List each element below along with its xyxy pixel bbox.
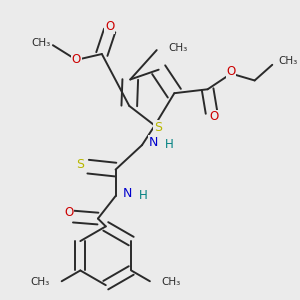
Text: O: O — [64, 206, 73, 219]
Text: CH₃: CH₃ — [278, 56, 297, 66]
Text: O: O — [105, 20, 114, 33]
Text: O: O — [72, 53, 81, 66]
Text: N: N — [149, 136, 158, 149]
Text: H: H — [139, 189, 147, 202]
Text: CH₃: CH₃ — [31, 277, 50, 287]
Text: CH₃: CH₃ — [169, 43, 188, 53]
Text: O: O — [226, 65, 236, 78]
Text: CH₃: CH₃ — [32, 38, 51, 48]
Text: CH₃: CH₃ — [162, 277, 181, 287]
Text: H: H — [165, 138, 174, 151]
Text: S: S — [76, 158, 84, 171]
Text: N: N — [123, 187, 132, 200]
Text: S: S — [154, 121, 162, 134]
Text: O: O — [209, 110, 218, 123]
